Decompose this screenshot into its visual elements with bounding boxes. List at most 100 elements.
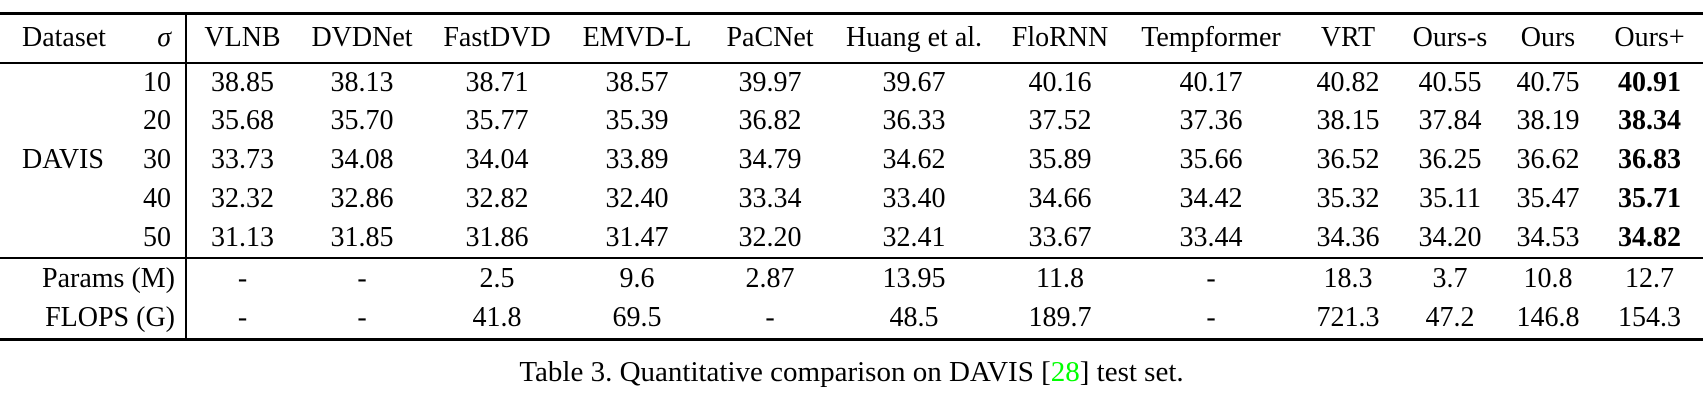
dataset-empty-cell <box>0 102 130 141</box>
caption-text-prefix: Table 3. Quantitative comparison on DAVI… <box>519 356 1051 388</box>
noise-row-sigma-50: 50 31.13 31.85 31.86 31.47 32.20 32.41 33.67 33.… <box>0 218 1703 258</box>
header-row: Dataset σ VLNB DVDNet FastDVD EMVD-L PaC… <box>0 13 1703 63</box>
footer-value-cell: 3.7 <box>1432 262 1468 294</box>
psnr-value-cell: 32.41 <box>882 221 946 253</box>
col-header-sigma: σ <box>130 13 187 63</box>
psnr-value-cell: 38.85 <box>211 66 274 98</box>
psnr-value-cell: 36.33 <box>882 105 946 136</box>
footer-value-cell: 154.3 <box>1618 302 1681 334</box>
psnr-value-cell: 38.34 <box>1618 105 1681 136</box>
footer-value-cell: 2.5 <box>479 262 515 294</box>
caption-text-suffix: ] test set. <box>1079 356 1184 388</box>
psnr-value-cell: 35.11 <box>1419 183 1481 214</box>
col-header-method: Tempformer <box>1141 22 1281 54</box>
psnr-value-cell: 32.82 <box>465 183 529 214</box>
dataset-empty-cell <box>0 180 130 219</box>
col-header-method: VLNB <box>204 22 281 54</box>
psnr-value-cell: 40.16 <box>1028 66 1092 98</box>
psnr-value-cell: 34.53 <box>1516 221 1580 253</box>
results-table: Dataset σ VLNB DVDNet FastDVD EMVD-L PaC… <box>0 12 1703 341</box>
psnr-value-cell: 37.36 <box>1179 105 1243 136</box>
psnr-value-cell: 31.85 <box>330 221 394 253</box>
psnr-value-cell: 35.32 <box>1316 183 1380 214</box>
psnr-value-cell: 32.86 <box>330 183 394 214</box>
table-figure: Dataset σ VLNB DVDNet FastDVD EMVD-L PaC… <box>0 12 1703 388</box>
psnr-value-cell: 36.25 <box>1418 144 1482 175</box>
psnr-value-cell: 35.70 <box>330 105 394 136</box>
psnr-value-cell: 37.52 <box>1028 105 1092 136</box>
psnr-value-cell: 36.52 <box>1316 144 1380 175</box>
psnr-value-cell: 34.04 <box>465 144 529 175</box>
psnr-value-cell: 35.66 <box>1179 144 1243 175</box>
psnr-value-cell: 38.19 <box>1516 105 1580 136</box>
dataset-empty-cell <box>0 63 130 102</box>
psnr-value-cell: 38.71 <box>465 66 529 98</box>
footer-rows-body: Params (M) - - 2.5 9.6 2.87 13.95 11.8 - 18.3 3.7 1… <box>0 257 1703 340</box>
sigma-value-cell: 40 <box>130 179 187 219</box>
footer-value-cell: 69.5 <box>612 302 662 334</box>
psnr-value-cell: 39.97 <box>738 66 802 98</box>
psnr-value-cell: 34.62 <box>882 144 946 175</box>
psnr-value-cell: 35.47 <box>1516 183 1580 214</box>
sigma-value-cell: 10 <box>130 62 187 102</box>
psnr-value-cell: 33.44 <box>1179 221 1243 253</box>
footer-row-1: FLOPS (G) - - 41.8 69.5 - 48.5 189.7 - 721.3 47.2 1… <box>0 298 1703 340</box>
footer-value-cell: - <box>1206 262 1216 294</box>
psnr-value-cell: 34.82 <box>1618 221 1681 253</box>
noise-row-sigma-10: 10 38.85 38.13 38.71 38.57 39.97 39.67 40.16 40.… <box>0 62 1703 102</box>
noise-row-sigma-40: 40 32.32 32.86 32.82 32.40 33.34 33.40 34.66 34.… <box>0 179 1703 219</box>
footer-label-cell: FLOPS (G) <box>0 298 187 340</box>
psnr-value-cell: 31.86 <box>465 221 529 253</box>
footer-value-cell: - <box>237 262 248 294</box>
psnr-value-cell: 35.71 <box>1618 183 1681 214</box>
psnr-value-cell: 40.55 <box>1418 66 1482 98</box>
psnr-value-cell: 35.89 <box>1028 144 1092 175</box>
psnr-value-cell: 38.15 <box>1316 105 1380 136</box>
footer-value-cell: - <box>1206 302 1216 334</box>
footer-value-cell: 2.87 <box>745 262 795 294</box>
psnr-value-cell: 33.67 <box>1028 221 1092 253</box>
footer-label-cell: Params (M) <box>0 257 187 299</box>
col-header-method: FastDVD <box>443 22 551 54</box>
psnr-value-cell: 36.83 <box>1618 144 1681 175</box>
sigma-value-cell: 50 <box>130 218 187 258</box>
col-header-method: PaCNet <box>726 22 814 54</box>
footer-value-cell: 18.3 <box>1323 262 1373 294</box>
col-header-method: Huang et al. <box>845 22 983 54</box>
psnr-value-cell: 35.68 <box>211 105 274 136</box>
footer-value-cell: 721.3 <box>1316 302 1380 334</box>
footer-value-cell: 146.8 <box>1516 302 1580 334</box>
footer-value-cell: 41.8 <box>472 302 522 334</box>
footer-value-cell: - <box>357 302 367 334</box>
dataset-empty-cell <box>0 219 130 258</box>
footer-value-cell: 11.8 <box>1036 262 1084 294</box>
footer-value-cell: 189.7 <box>1028 302 1092 334</box>
footer-value-cell: 9.6 <box>619 262 655 294</box>
dataset-name-cell: DAVIS <box>22 144 104 175</box>
psnr-value-cell: 33.40 <box>882 183 946 214</box>
footer-value-cell: - <box>237 302 248 334</box>
footer-value-cell: - <box>765 302 775 334</box>
col-header-method: Ours <box>1520 22 1576 54</box>
footer-value-cell: 10.8 <box>1523 262 1573 294</box>
noise-row-sigma-30: DAVIS 30 33.73 34.08 34.04 33.89 34.79 34.62 35.… <box>0 140 1703 180</box>
psnr-value-cell: 34.79 <box>738 144 802 175</box>
psnr-value-cell: 33.89 <box>605 144 669 175</box>
footer-value-cell: - <box>357 262 367 294</box>
psnr-value-cell: 39.67 <box>882 66 946 98</box>
noise-row-sigma-20: 20 35.68 35.70 35.77 35.39 36.82 36.33 37.52 37.… <box>0 101 1703 141</box>
psnr-value-cell: 40.91 <box>1618 66 1681 98</box>
footer-row-0: Params (M) - - 2.5 9.6 2.87 13.95 11.8 - 18.3 3.7 1… <box>0 257 1703 299</box>
psnr-value-cell: 36.82 <box>738 105 802 136</box>
noise-rows-body: 10 38.85 38.13 38.71 38.57 39.97 39.67 40.16 40.… <box>0 62 1703 258</box>
psnr-value-cell: 36.62 <box>1516 144 1580 175</box>
col-header-method: VRT <box>1320 22 1376 54</box>
citation-link[interactable]: 28 <box>1050 356 1080 388</box>
psnr-value-cell: 40.82 <box>1316 66 1380 98</box>
footer-value-cell: 48.5 <box>889 302 939 334</box>
psnr-value-cell: 38.13 <box>330 66 394 98</box>
footer-value-cell: 47.2 <box>1425 302 1475 334</box>
footer-value-cell: 12.7 <box>1625 262 1674 294</box>
psnr-value-cell: 32.40 <box>605 183 669 214</box>
psnr-value-cell: 34.36 <box>1316 221 1380 253</box>
